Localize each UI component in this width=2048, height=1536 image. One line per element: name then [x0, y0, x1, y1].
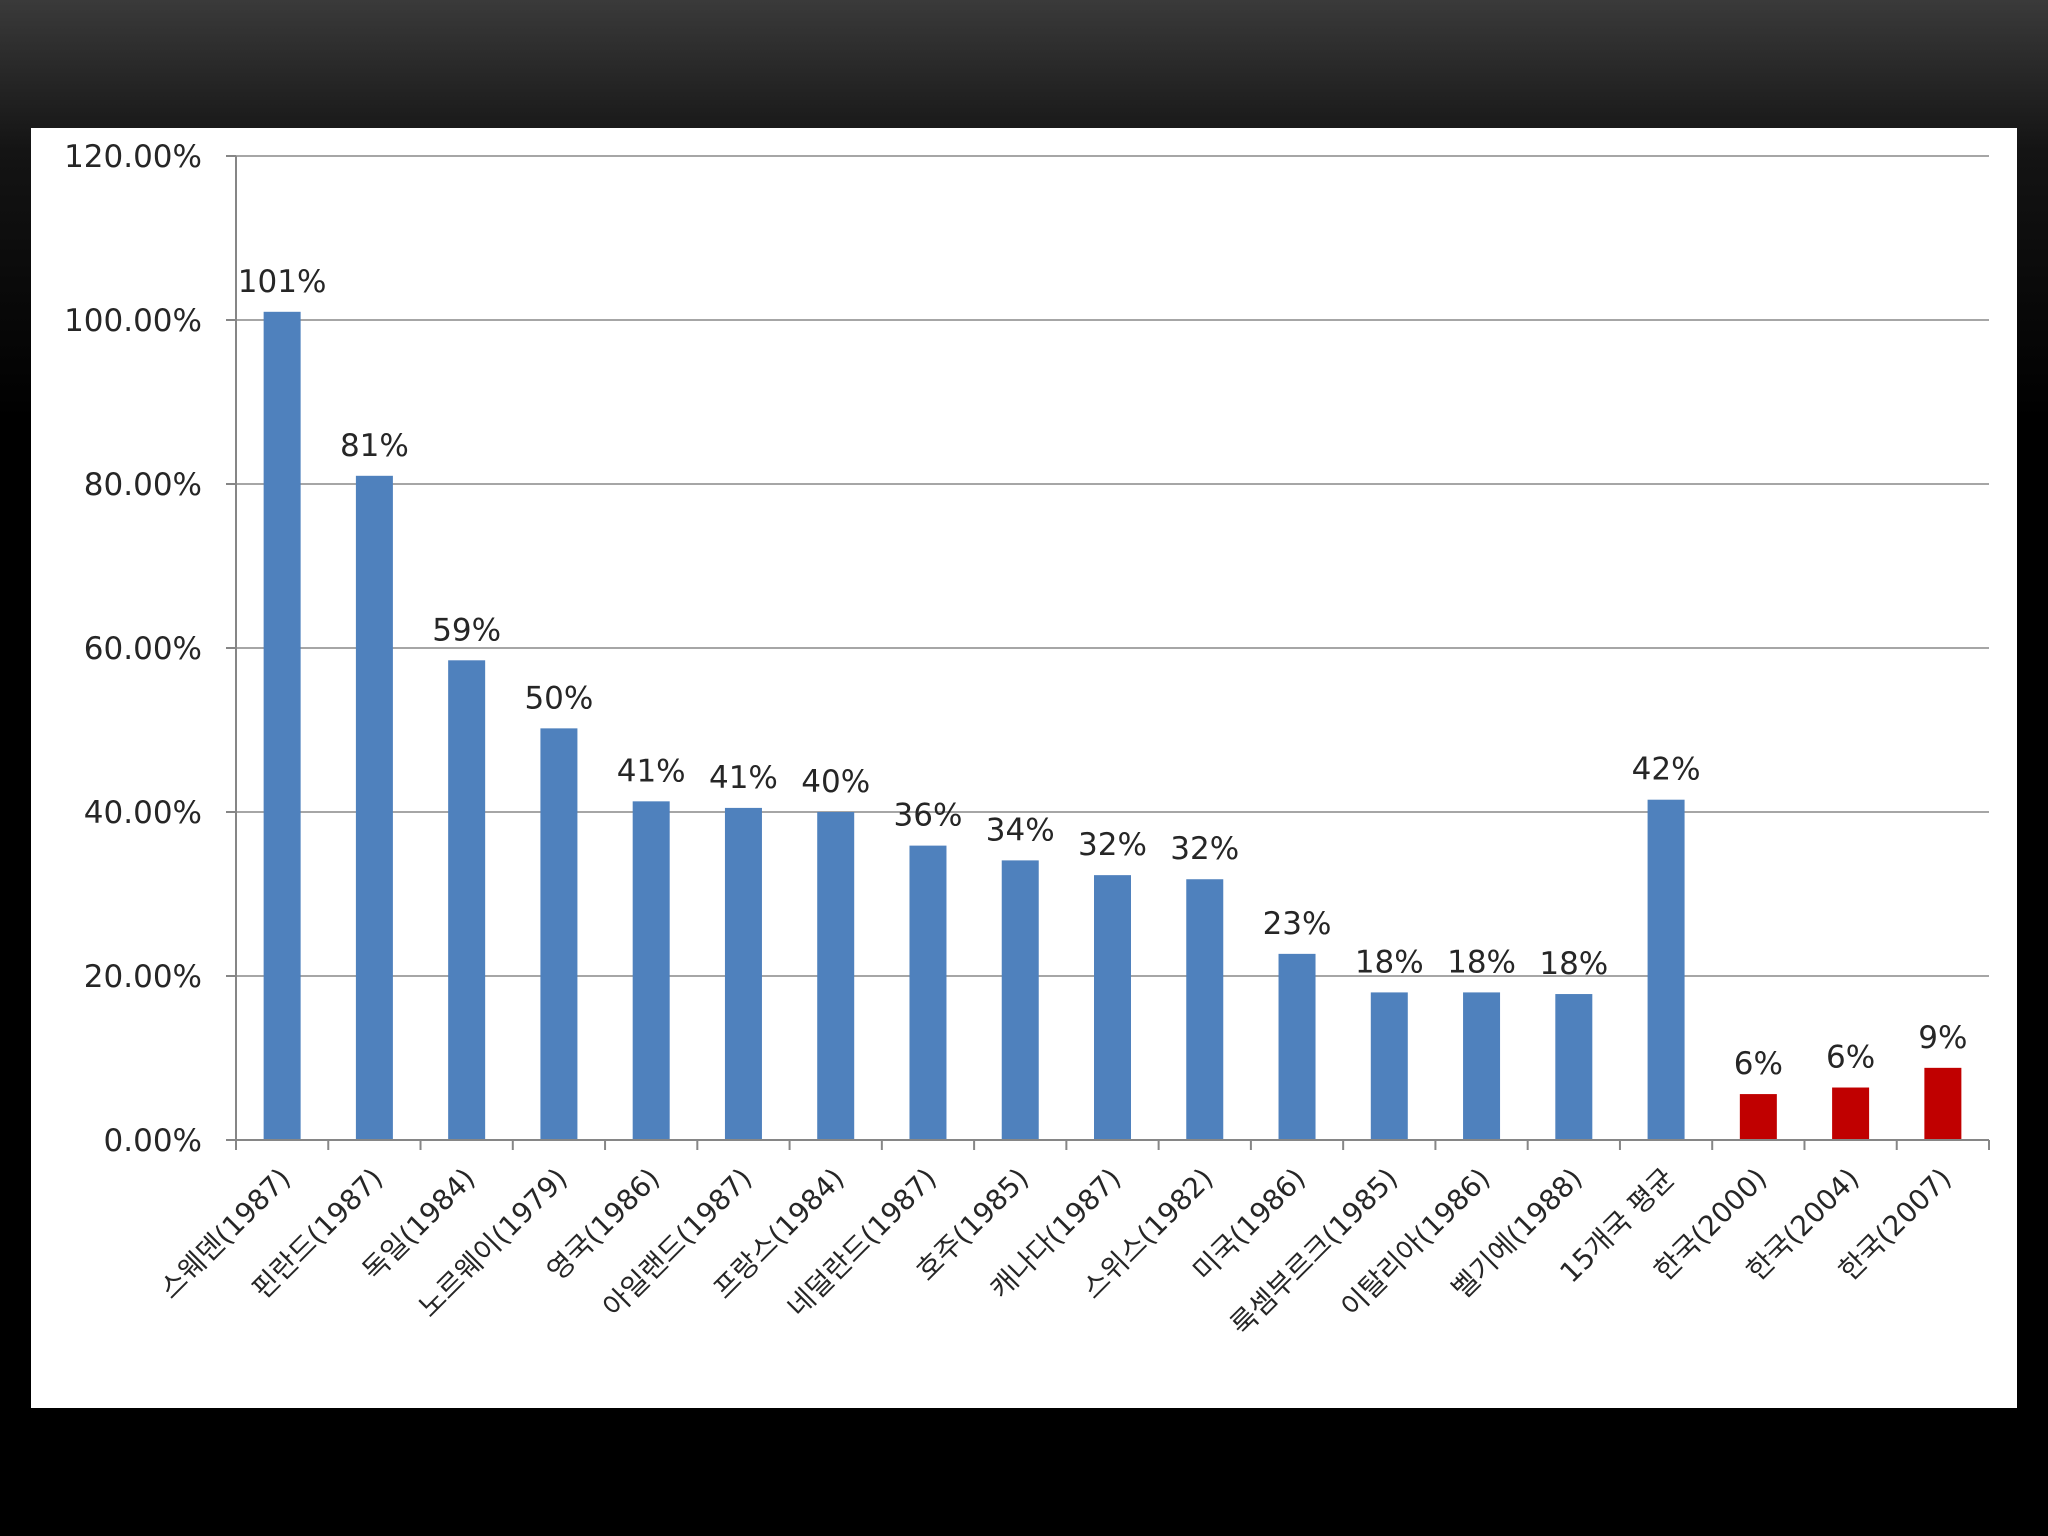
data-label: 41%	[709, 760, 778, 796]
data-label: 40%	[801, 764, 870, 800]
bar	[817, 812, 855, 1140]
data-label: 101%	[238, 264, 327, 300]
bar-chart: 0.00% 20.00% 40.00% 60.00% 80.00% 100.00% 120.…	[64, 139, 1990, 1342]
bar	[355, 475, 393, 1140]
data-label: 81%	[340, 428, 409, 464]
y-tick-label: 60.00%	[84, 631, 202, 667]
data-label: 18%	[1539, 946, 1608, 982]
x-axis-tick-labels: 스웨덴(1987)핀란드(1987)독일(1984)노르웨이(1979)영국(1…	[153, 1162, 1958, 1342]
bar	[1924, 1067, 1962, 1140]
axes	[226, 155, 1990, 1150]
data-label: 6%	[1826, 1040, 1875, 1076]
bar	[1001, 860, 1039, 1140]
bar	[263, 311, 301, 1140]
y-tick-label: 100.00%	[64, 303, 202, 339]
data-label: 41%	[617, 753, 686, 789]
bar	[724, 807, 762, 1140]
data-label: 23%	[1263, 906, 1332, 942]
data-label: 36%	[894, 798, 963, 834]
data-label: 6%	[1734, 1046, 1783, 1082]
bar	[448, 660, 486, 1140]
bar	[1278, 953, 1316, 1140]
data-label: 32%	[1170, 831, 1239, 867]
bars	[263, 311, 1962, 1140]
data-label: 34%	[986, 812, 1055, 848]
y-tick-label: 120.00%	[64, 139, 202, 175]
y-tick-label: 20.00%	[84, 959, 202, 995]
bar	[1186, 879, 1224, 1140]
bar	[1832, 1087, 1870, 1140]
chart-panel: 0.00% 20.00% 40.00% 60.00% 80.00% 100.00% 120.…	[31, 128, 2017, 1408]
bar	[1463, 992, 1501, 1140]
data-label: 42%	[1632, 752, 1701, 788]
bar	[1739, 1094, 1777, 1140]
data-labels: 101% 81% 59% 50% 41% 41% 40% 36% 34% 32% 32% 23% 18%…	[238, 264, 1968, 1082]
data-label: 59%	[432, 612, 501, 648]
bar	[1370, 992, 1408, 1140]
y-axis-tick-labels: 0.00% 20.00% 40.00% 60.00% 80.00% 100.00% 120.…	[64, 139, 202, 1159]
data-label: 18%	[1447, 944, 1516, 980]
bar	[1647, 799, 1685, 1140]
y-tick-label: 40.00%	[84, 795, 202, 831]
data-label: 18%	[1355, 944, 1424, 980]
x-tick-label: 룩셈부르크(1985)	[1224, 1162, 1404, 1342]
gridlines	[236, 155, 1989, 977]
data-label: 50%	[524, 680, 593, 716]
bar	[909, 845, 947, 1140]
bar	[1094, 875, 1131, 1140]
data-label: 9%	[1918, 1020, 1967, 1056]
bar	[540, 728, 578, 1140]
y-tick-label: 80.00%	[84, 467, 202, 503]
y-tick-label: 0.00%	[104, 1123, 202, 1159]
bar	[1555, 994, 1593, 1140]
bar	[632, 801, 670, 1140]
data-label: 32%	[1078, 827, 1147, 863]
